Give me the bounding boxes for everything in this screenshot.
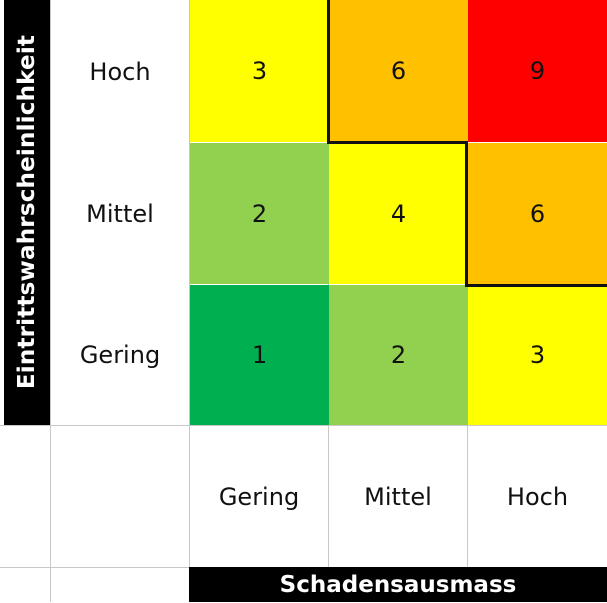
row-label-medium: Mittel (51, 143, 189, 284)
matrix-cell: 6 (329, 0, 468, 142)
matrix-cell: 2 (329, 285, 468, 425)
grid-line (189, 0, 190, 602)
matrix-cell: 4 (329, 143, 468, 284)
x-axis-title: Schadensausmass (279, 572, 517, 598)
col-label-medium: Mittel (329, 426, 467, 567)
col-label-high: Hoch (468, 426, 607, 567)
x-axis-title-bar: Schadensausmass (189, 567, 607, 602)
matrix-cell: 3 (190, 0, 329, 142)
row-label-low: Gering (51, 285, 189, 425)
matrix-cell: 1 (190, 285, 329, 425)
y-axis-title-bar (4, 0, 50, 425)
matrix-cell: 6 (468, 143, 607, 284)
risk-zone-boundary (465, 141, 468, 287)
risk-zone-boundary (327, 0, 330, 143)
y-axis-title: Eintrittswahrscheinlichkeit (14, 34, 40, 390)
row-label-high: Hoch (51, 1, 189, 142)
risk-zone-boundary (465, 284, 607, 287)
grid-line (0, 425, 607, 426)
grid-line (0, 567, 189, 568)
risk-zone-boundary (327, 141, 468, 144)
matrix-cell: 2 (190, 143, 329, 284)
col-label-low: Gering (190, 426, 328, 567)
matrix-cell: 3 (468, 285, 607, 425)
matrix-cell: 9 (468, 0, 607, 142)
grid-line (50, 0, 51, 602)
